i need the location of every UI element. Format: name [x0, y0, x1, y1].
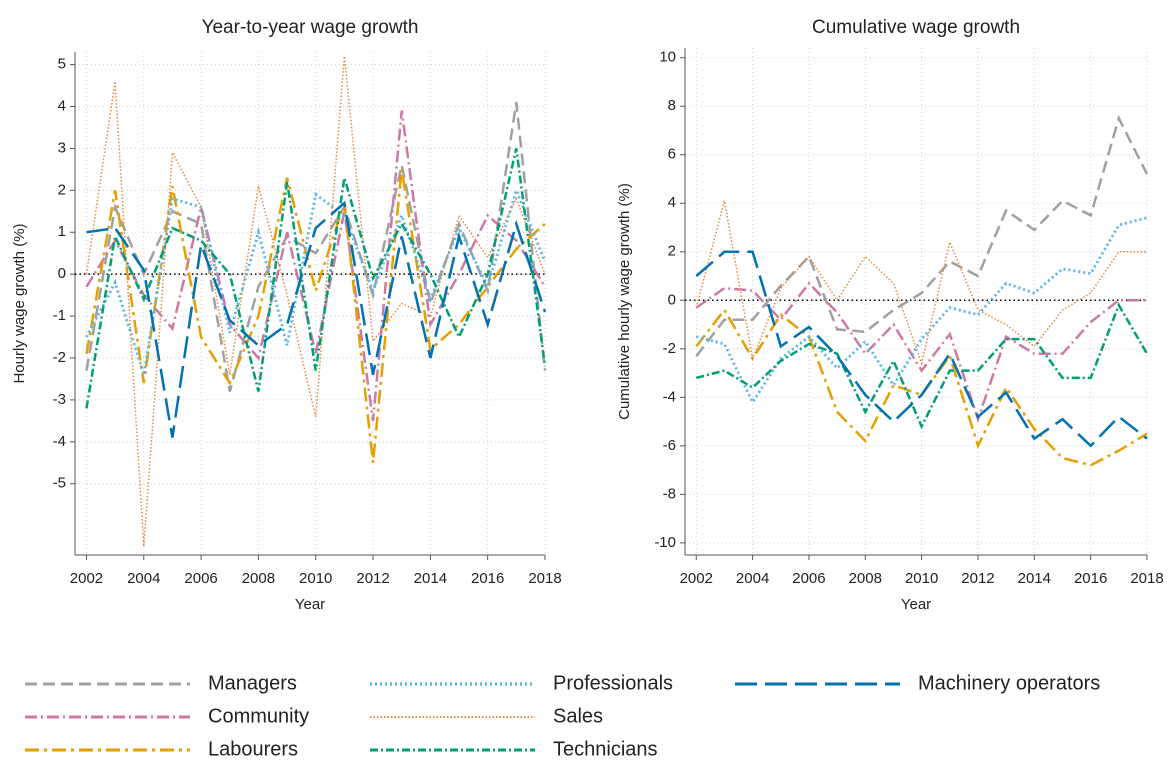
- y-tick-label: 2: [668, 243, 676, 260]
- series-line: [695, 250, 1148, 448]
- x-tick-label: 2018: [1130, 570, 1163, 587]
- y-tick-label: 4: [58, 97, 66, 114]
- y-tick-label: 0: [58, 265, 66, 282]
- y-tick-label: 1: [58, 223, 66, 240]
- x-tick-label: 2014: [1018, 570, 1051, 587]
- series-line: [695, 216, 1148, 406]
- y-tick-label: 2: [58, 181, 66, 198]
- y-axis-label: Hourly wage growth (%): [11, 223, 28, 383]
- series-line: [695, 302, 1149, 430]
- y-tick-label: -8: [663, 485, 676, 502]
- y-tick-label: 8: [668, 97, 676, 114]
- x-tick-label: 2016: [1074, 570, 1107, 587]
- x-axis-label: Year: [901, 596, 931, 613]
- x-tick-label: 2004: [736, 570, 769, 587]
- y-tick-label: 3: [58, 139, 66, 156]
- x-tick-label: 2014: [414, 570, 447, 587]
- y-tick-label: 6: [668, 146, 676, 163]
- series-line: [85, 186, 547, 376]
- y-tick-label: -3: [53, 391, 66, 408]
- y-tick-label: 4: [668, 194, 676, 211]
- y-tick-label: -2: [663, 340, 676, 357]
- x-tick-label: 2010: [905, 570, 938, 587]
- y-tick-label: -2: [53, 349, 66, 366]
- x-tick-label: 2012: [356, 570, 389, 587]
- x-tick-label: 2016: [471, 570, 504, 587]
- legend-label: Labourers: [208, 738, 298, 760]
- series-line: [86, 200, 547, 438]
- x-tick-label: 2002: [680, 570, 713, 587]
- series-line: [85, 148, 547, 409]
- legend-label: Sales: [553, 705, 603, 727]
- series-line: [85, 102, 547, 392]
- x-tick-label: 2018: [528, 570, 561, 587]
- series-line: [85, 110, 547, 422]
- series-line: [695, 114, 1149, 357]
- legend-label: Professionals: [553, 672, 673, 694]
- legend-label: Technicians: [553, 738, 658, 760]
- y-tick-label: -5: [53, 475, 66, 492]
- x-tick-label: 2004: [127, 570, 160, 587]
- x-tick-label: 2008: [242, 570, 275, 587]
- series-line: [695, 307, 1148, 467]
- x-tick-label: 2006: [184, 570, 217, 587]
- y-tick-label: -1: [53, 307, 66, 324]
- y-axis-label: Cumulative hourly wage growth (%): [616, 183, 633, 420]
- y-tick-label: -4: [663, 388, 676, 405]
- y-tick-label: -6: [663, 437, 676, 454]
- x-tick-label: 2002: [70, 570, 103, 587]
- x-tick-label: 2008: [849, 570, 882, 587]
- x-tick-label: 2010: [299, 570, 332, 587]
- legend-label: Machinery operators: [918, 672, 1100, 694]
- y-tick-label: -4: [53, 433, 66, 450]
- legend-label: Community: [208, 705, 309, 727]
- x-tick-label: 2012: [961, 570, 994, 587]
- y-tick-label: 10: [659, 49, 676, 66]
- legend-label: Managers: [208, 672, 297, 694]
- chart-title: Year-to-year wage growth: [202, 17, 419, 38]
- y-tick-label: -10: [654, 534, 676, 551]
- chart-title: Cumulative wage growth: [812, 17, 1020, 38]
- x-axis-label: Year: [295, 596, 325, 613]
- x-tick-label: 2006: [792, 570, 825, 587]
- series-line: [695, 281, 1147, 424]
- series-line: [85, 56, 546, 547]
- y-tick-label: 5: [58, 56, 66, 73]
- series-line: [695, 200, 1147, 367]
- y-tick-label: 0: [668, 291, 676, 308]
